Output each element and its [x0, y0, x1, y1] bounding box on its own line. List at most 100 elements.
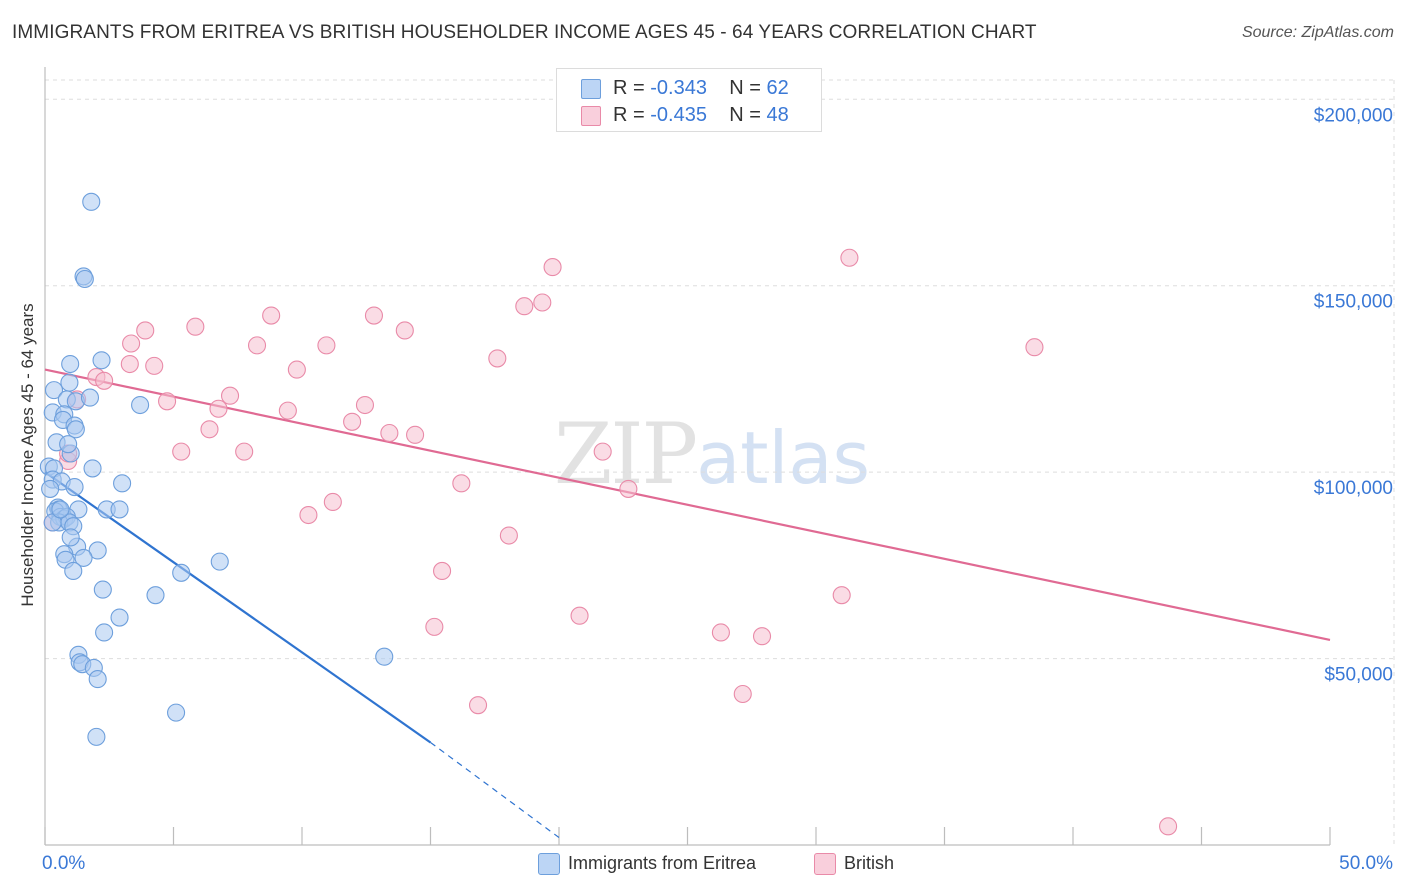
- british-point: [488, 349, 507, 368]
- eritrea-point: [146, 586, 165, 605]
- british-point: [364, 306, 384, 325]
- y-tick-label: $150,000: [1314, 292, 1393, 313]
- british-point: [317, 336, 336, 355]
- eritrea-point: [82, 192, 101, 211]
- eritrea-point: [210, 552, 229, 571]
- british-point: [593, 442, 612, 461]
- british-point: [380, 423, 399, 443]
- british-point: [200, 420, 219, 439]
- british-point: [172, 442, 191, 461]
- british-point: [278, 401, 297, 420]
- british-swatch: [581, 106, 601, 126]
- british-point: [209, 399, 228, 418]
- eritrea-point: [51, 500, 70, 519]
- source-label: Source: ZipAtlas.com: [1241, 24, 1394, 41]
- eritrea-point: [375, 647, 394, 666]
- eritrea-point: [44, 381, 64, 400]
- british-point: [186, 317, 205, 336]
- eritrea-point: [110, 500, 129, 519]
- eritrea-point: [65, 478, 84, 497]
- grid-lines: [45, 79, 1396, 845]
- eritrea-point: [131, 395, 150, 415]
- eritrea-swatch: [581, 79, 601, 99]
- y-tick-label: $100,000: [1314, 478, 1393, 499]
- eritrea-legend-label: Immigrants from Eritrea: [568, 853, 757, 873]
- british-point: [619, 479, 638, 498]
- british-point: [145, 356, 164, 375]
- british-point: [832, 586, 851, 605]
- british-legend-swatch: [814, 853, 836, 875]
- eritrea-point: [66, 420, 85, 439]
- correlation-legend: R = -0.343 N = 62 R = -0.435 N = 48: [556, 68, 822, 132]
- british-point: [840, 248, 859, 267]
- eritrea-point: [113, 474, 132, 493]
- british-point: [95, 371, 114, 390]
- british-point: [355, 395, 375, 415]
- british-n-label: N =: [729, 104, 767, 126]
- british-r-value: -0.435: [650, 104, 707, 126]
- british-point: [515, 297, 534, 316]
- british-point: [395, 321, 414, 340]
- eritrea-point: [75, 269, 94, 289]
- eritrea-r-label: R =: [613, 77, 651, 99]
- eritrea-trend-extension: [430, 741, 560, 839]
- eritrea-point: [95, 623, 114, 642]
- british-point: [1025, 338, 1044, 357]
- eritrea-n-value: 62: [766, 77, 789, 99]
- y-tick-label: $200,000: [1314, 105, 1393, 126]
- british-point: [533, 293, 552, 312]
- y-tick-label: $50,000: [1324, 665, 1393, 686]
- x-tick-label: 0.0%: [42, 853, 85, 874]
- british-point: [122, 334, 141, 353]
- british-point: [1159, 817, 1178, 836]
- british-point: [323, 492, 342, 512]
- eritrea-point: [64, 561, 83, 581]
- british-point: [433, 561, 452, 581]
- eritrea-legend-swatch: [538, 853, 560, 875]
- british-n-value: 48: [766, 104, 789, 126]
- eritrea-point: [93, 580, 112, 599]
- eritrea-point: [88, 670, 107, 689]
- x-tick-label: 50.0%: [1339, 853, 1393, 874]
- eritrea-point: [61, 354, 80, 374]
- eritrea-point: [59, 435, 78, 454]
- british-point: [711, 623, 730, 642]
- british-point: [425, 617, 444, 636]
- eritrea-point: [61, 528, 80, 547]
- british-r-label: R =: [613, 104, 651, 126]
- british-point: [247, 336, 267, 355]
- eritrea-point: [92, 351, 111, 370]
- trend-lines: [44, 368, 1331, 839]
- british-point: [733, 684, 752, 704]
- eritrea-point: [74, 548, 93, 567]
- eritrea-point: [87, 727, 106, 746]
- chart-title: IMMIGRANTS FROM ERITREA VS BRITISH HOUSE…: [12, 22, 1037, 43]
- eritrea-n-label: N =: [729, 77, 767, 99]
- british-point: [752, 627, 772, 646]
- eritrea-point: [41, 479, 60, 498]
- british-point: [468, 696, 488, 715]
- british-point: [287, 360, 306, 379]
- british-point: [158, 392, 177, 411]
- british-point: [570, 606, 589, 625]
- tick-labels: $50,000 $100,000 $150,000 $200,000 0.0% 50.0%: [42, 105, 1393, 874]
- british-point: [220, 386, 240, 405]
- eritrea-point: [80, 388, 100, 407]
- british-point: [299, 505, 318, 525]
- british-legend-label: British: [844, 853, 895, 873]
- watermark-atlas: atlas: [696, 416, 871, 500]
- eritrea-point: [83, 459, 102, 478]
- british-trend-line: [44, 368, 1331, 642]
- eritrea-point: [88, 541, 107, 560]
- british-point: [235, 442, 254, 461]
- eritrea-point: [60, 373, 79, 392]
- eritrea-r-value: -0.343: [650, 77, 707, 99]
- eritrea-point: [172, 563, 191, 582]
- british-point: [262, 306, 281, 325]
- eritrea-point: [167, 703, 186, 722]
- axes: [44, 67, 1331, 846]
- british-point: [452, 474, 471, 493]
- british-point: [406, 425, 425, 444]
- data-points: [39, 192, 1178, 836]
